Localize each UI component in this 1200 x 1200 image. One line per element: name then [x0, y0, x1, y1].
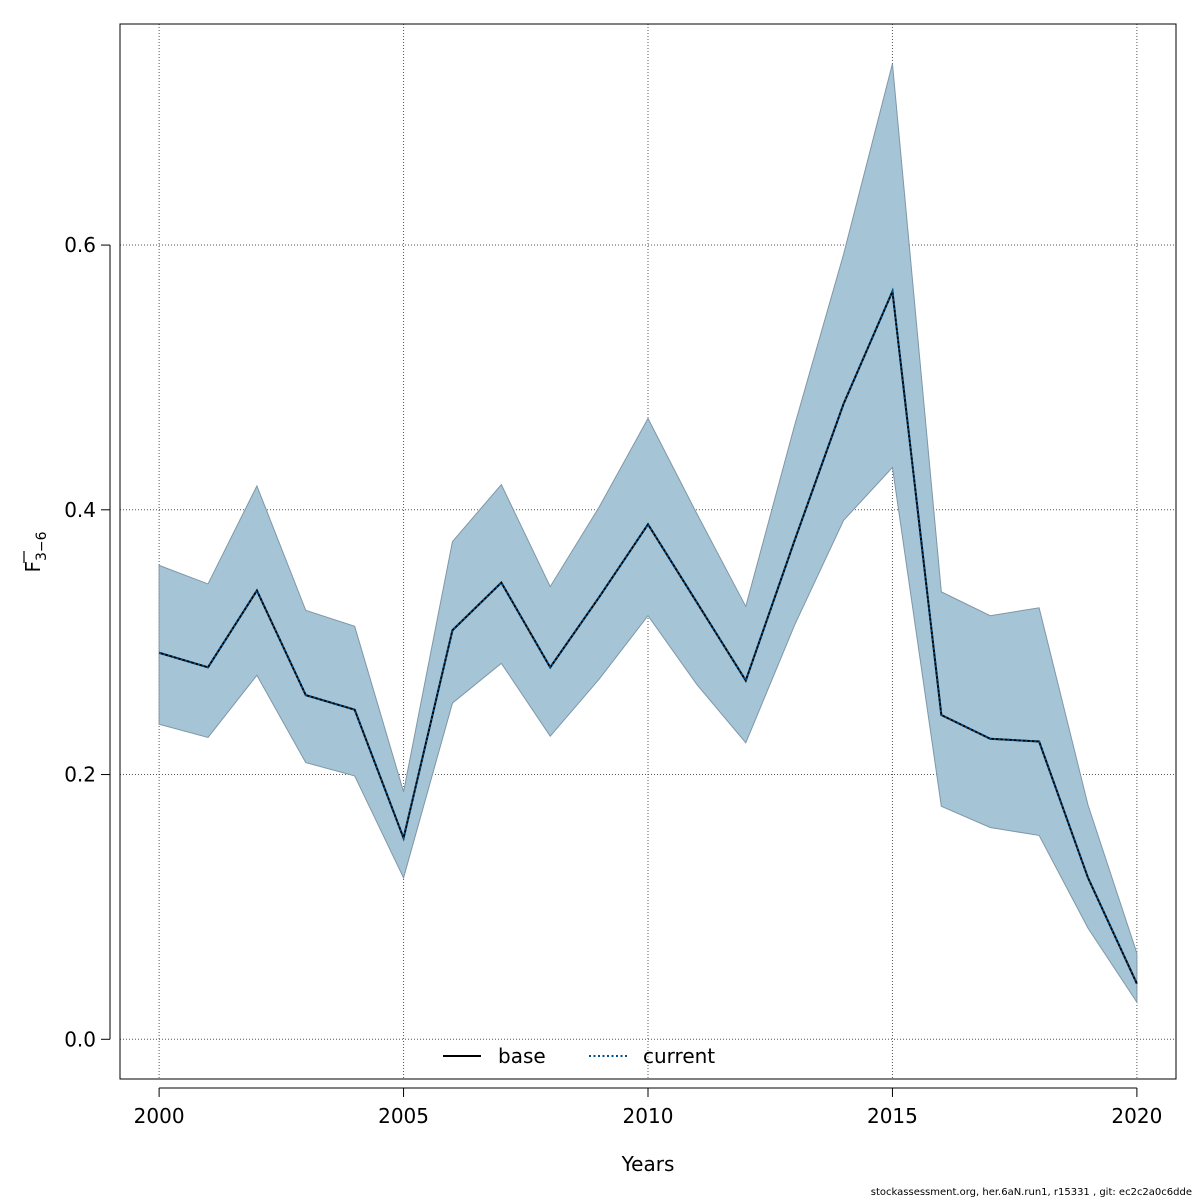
- y-axis-title: F3−6: [21, 531, 50, 572]
- y-tick-label: 0.0: [64, 1027, 96, 1051]
- y-axis-title-main: F: [21, 561, 45, 573]
- x-tick-label: 2000: [134, 1104, 185, 1128]
- legend-label-base: base: [498, 1044, 546, 1068]
- x-axis-title: Years: [621, 1152, 675, 1176]
- y-axis: 0.0 0.2 0.4 0.6: [64, 233, 111, 1051]
- plot-frame: [119, 23, 1177, 1080]
- x-tick-label: 2020: [1111, 1104, 1162, 1128]
- x-axis: 2000 2005 2010 2015 2020: [134, 1087, 1162, 1128]
- legend: base current: [443, 1044, 715, 1068]
- y-tick-label: 0.4: [64, 498, 96, 522]
- y-tick-label: 0.2: [64, 763, 96, 787]
- x-tick-label: 2005: [378, 1104, 429, 1128]
- y-axis-title-subscript: 3−6: [34, 531, 50, 561]
- svg-text:F3−6: F3−6: [21, 531, 50, 572]
- footer-text: stockassessment.org, her.6aN.run1, r1533…: [870, 1187, 1192, 1198]
- x-tick-label: 2010: [623, 1104, 674, 1128]
- y-tick-label: 0.6: [64, 233, 96, 257]
- series-line-current: [158, 287, 1138, 985]
- legend-label-current: current: [643, 1044, 715, 1068]
- x-tick-label: 2015: [867, 1104, 918, 1128]
